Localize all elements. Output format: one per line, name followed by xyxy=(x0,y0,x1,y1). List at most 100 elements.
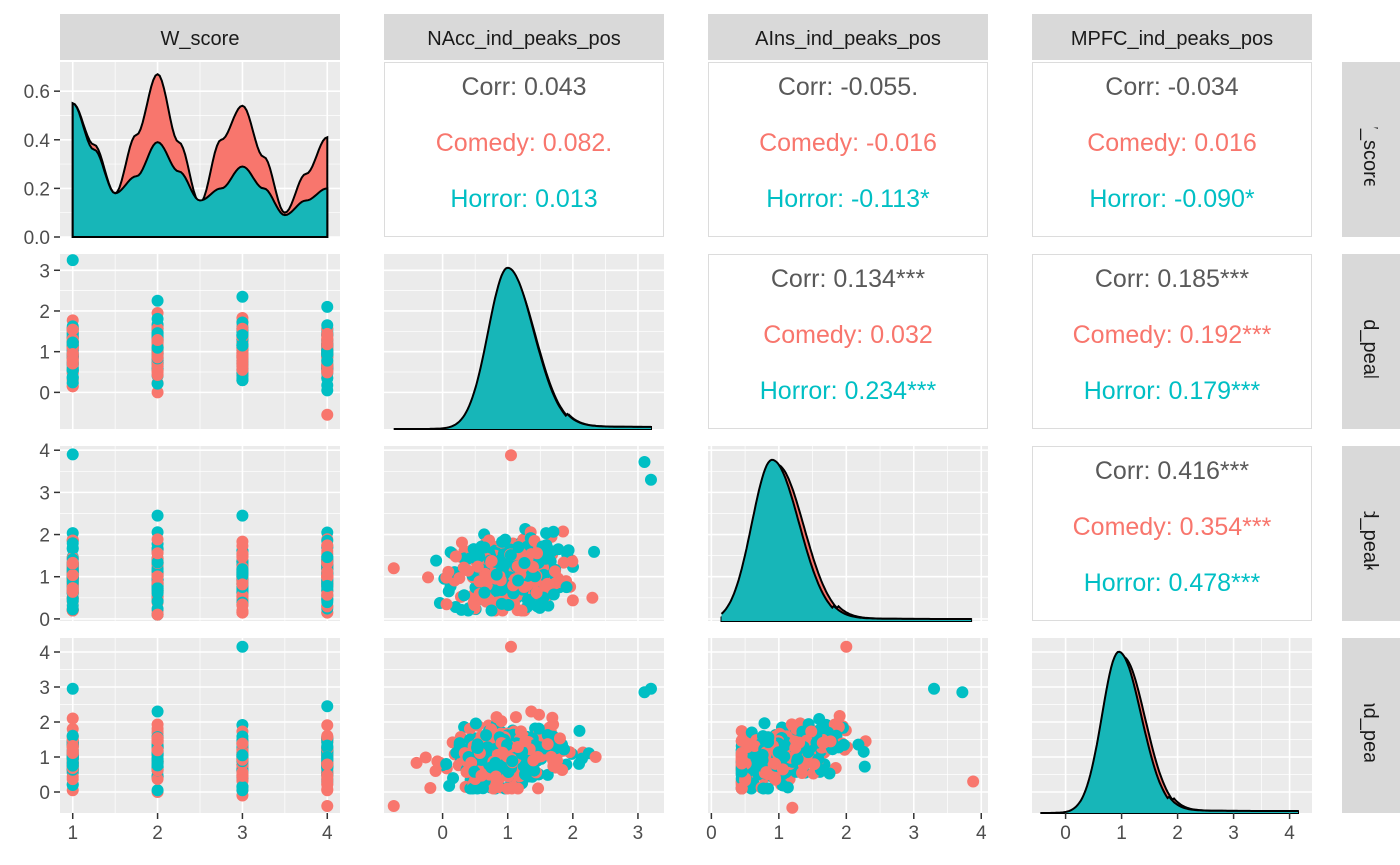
point-comedy xyxy=(387,800,400,812)
strip-background xyxy=(60,14,340,60)
point-comedy xyxy=(151,744,164,757)
point-comedy xyxy=(66,712,79,725)
y-axis-row-1: 0.0 0.2 0.4 0.6 xyxy=(24,82,60,249)
point-comedy xyxy=(236,578,249,591)
point-horror xyxy=(547,525,560,538)
point-comedy xyxy=(504,640,517,653)
point-horror xyxy=(485,604,498,617)
panel-background xyxy=(708,254,988,429)
point-horror xyxy=(442,585,455,598)
point-comedy xyxy=(468,599,481,612)
point-horror xyxy=(638,456,651,469)
x-tick-label: 3 xyxy=(237,823,248,844)
y-tick-label: 3 xyxy=(39,678,50,699)
x-axis-W_score: 1 2 3 4 xyxy=(67,813,333,844)
y-axis-row-3: 0 1 2 3 4 xyxy=(39,441,60,631)
x-tick-label: 2 xyxy=(1172,823,1183,844)
point-horror xyxy=(928,682,941,695)
point-horror xyxy=(469,717,482,730)
point-comedy xyxy=(967,775,980,788)
x-tick-label: 4 xyxy=(322,823,333,844)
point-horror xyxy=(458,589,471,602)
x-tick-label: 1 xyxy=(67,823,78,844)
y-tick-label: 0.6 xyxy=(24,82,50,103)
point-horror xyxy=(512,574,525,587)
point-comedy xyxy=(557,525,570,538)
point-comedy xyxy=(424,781,437,794)
point-horror xyxy=(151,705,164,718)
y-tick-label: 0 xyxy=(39,610,50,631)
point-comedy xyxy=(504,449,517,462)
y-tick-label: 4 xyxy=(39,643,50,664)
point-horror xyxy=(837,738,850,751)
point-comedy xyxy=(496,746,509,759)
point-comedy xyxy=(66,773,79,786)
x-tick-label: 0 xyxy=(1060,823,1071,844)
density-horror xyxy=(721,459,972,621)
y-tick-label: 0.4 xyxy=(24,131,51,152)
x-tick-label: 2 xyxy=(841,823,852,844)
point-comedy xyxy=(541,577,554,590)
point-comedy xyxy=(462,564,475,577)
point-comedy xyxy=(553,732,566,745)
panel-background xyxy=(1032,62,1312,237)
point-comedy xyxy=(471,560,484,573)
point-comedy xyxy=(455,536,468,549)
x-axis-NAcc_ind_peaks_pos: 0 1 2 3 xyxy=(437,813,643,844)
point-comedy xyxy=(387,562,400,575)
point-horror xyxy=(478,541,491,554)
y-tick-label: 3 xyxy=(39,483,50,504)
point-horror xyxy=(528,764,541,777)
panel-density-MPFC_ind_peaks_pos xyxy=(1032,638,1312,814)
point-horror xyxy=(66,254,79,267)
point-horror xyxy=(151,312,164,325)
y-tick-label: 4 xyxy=(39,441,50,462)
strip-background xyxy=(1342,62,1400,237)
point-comedy xyxy=(769,757,782,770)
corr-overall-label: Corr: 0.416*** xyxy=(1095,457,1250,485)
panel-correlation-r0-c2: Corr: -0.055. Comedy: -0.016 Horror: -0.11… xyxy=(708,62,988,237)
point-comedy xyxy=(66,348,79,361)
x-tick-label: 2 xyxy=(152,823,163,844)
x-tick-label: 2 xyxy=(568,823,579,844)
panel-scatter-NAcc_ind_peaks_pos-MPFC_ind_peaks_pos xyxy=(384,638,664,813)
point-horror xyxy=(66,730,79,743)
point-comedy xyxy=(321,719,334,732)
point-comedy xyxy=(151,386,164,399)
point-horror xyxy=(236,780,249,793)
panel-scatter-w-score-NAcc_ind_peaks_pos xyxy=(60,254,340,429)
point-horror xyxy=(467,551,480,564)
point-horror xyxy=(504,549,517,562)
point-horror xyxy=(151,595,164,608)
point-horror xyxy=(321,551,334,564)
row-strip-1: W_score xyxy=(1342,62,1400,237)
column-strip-4: MPFC_ind_peaks_pos xyxy=(1032,14,1312,60)
point-comedy xyxy=(760,766,773,779)
point-horror xyxy=(66,595,79,608)
column-strip-2: NAcc_ind_peaks_pos xyxy=(384,14,664,60)
strip-background xyxy=(384,14,664,60)
point-horror xyxy=(573,724,586,737)
strip-background xyxy=(1342,446,1400,621)
point-comedy xyxy=(549,565,562,578)
point-comedy xyxy=(589,751,602,763)
point-horror xyxy=(321,579,334,592)
corr-comedy-label: Comedy: -0.016 xyxy=(759,129,937,157)
corr-comedy-label: Comedy: 0.082. xyxy=(436,129,613,157)
point-horror xyxy=(151,377,164,390)
point-horror xyxy=(495,597,508,610)
strip-label: AIns_ind_peaks_pos xyxy=(1359,441,1381,627)
point-horror xyxy=(66,682,79,695)
strip-background xyxy=(1032,14,1312,60)
corr-overall-label: Corr: -0.055. xyxy=(778,73,918,101)
point-comedy xyxy=(66,741,79,754)
panel-correlation-r1-c2: Corr: 0.134*** Comedy: 0.032 Horror: 0.234… xyxy=(708,254,988,429)
panel-correlation-r0-c1: Corr: 0.043 Comedy: 0.082. Horror: 0.013 xyxy=(384,62,664,237)
corr-comedy-label: Comedy: 0.016 xyxy=(1087,129,1257,157)
panel-scatter-w-score-MPFC_ind_peaks_pos xyxy=(60,638,340,813)
panel-correlation-r0-c3: Corr: -0.034 Comedy: 0.016 Horror: -0.090* xyxy=(1032,62,1312,237)
corr-overall-label: Corr: -0.034 xyxy=(1105,73,1238,101)
point-comedy xyxy=(511,782,524,795)
corr-overall-label: Corr: 0.185*** xyxy=(1095,265,1250,293)
point-horror xyxy=(151,587,164,600)
